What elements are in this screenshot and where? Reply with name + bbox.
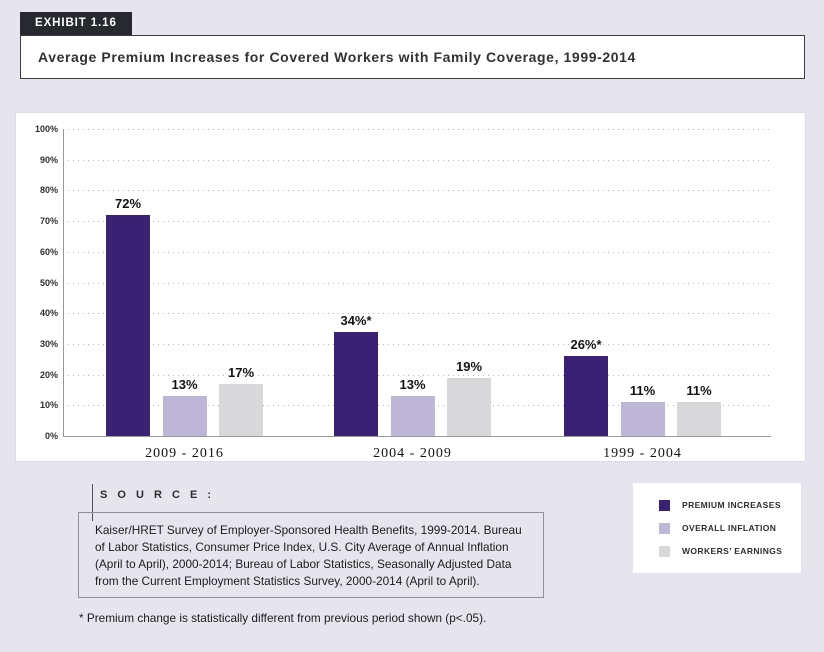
gridline	[63, 313, 771, 315]
x-axis-label: 1999 - 2004	[603, 446, 682, 461]
bar-group: 72% 13% 17%	[106, 196, 263, 436]
gridline	[63, 343, 771, 345]
bar: 19%	[447, 359, 491, 436]
y-tick-label: 60%	[39, 246, 58, 257]
bar-value-label: 13%	[171, 377, 198, 392]
source-label: S O U R C E :	[100, 489, 215, 501]
y-tick-label: 30%	[39, 338, 58, 349]
gridline	[63, 190, 771, 192]
bar: 34%*	[334, 313, 378, 436]
legend-item: PREMIUM INCREASES	[659, 499, 801, 511]
exhibit-tag-label: EXHIBIT 1.16	[35, 17, 117, 29]
bar-group: 26%* 11% 11%	[564, 337, 721, 436]
y-tick-label: 20%	[39, 369, 58, 380]
bar: 26%*	[564, 337, 608, 436]
y-axis-line	[63, 129, 64, 436]
x-axis-label: 2004 - 2009	[373, 446, 452, 461]
bar-value-label: 13%	[399, 377, 426, 392]
bar: 72%	[106, 196, 150, 436]
legend-swatch	[659, 499, 670, 511]
chart-panel: 100% 90% 80% 70% 60% 50% 40% 30% 20% 10% 0% 72% 13%…	[15, 112, 806, 462]
bar-value-label: 72%	[114, 196, 142, 211]
gridline	[63, 374, 771, 376]
y-tick-label: 70%	[39, 216, 58, 227]
legend-item: OVERALL INFLATION	[659, 522, 801, 534]
legend-label: OVERALL INFLATION	[682, 523, 777, 533]
gridline	[63, 159, 771, 161]
bar: 11%	[620, 383, 665, 436]
legend-swatch	[659, 522, 670, 534]
source-rule	[92, 484, 93, 521]
bar-value-label: 11%	[629, 383, 656, 398]
legend-label: PREMIUM INCREASES	[682, 500, 781, 510]
y-tick-label: 0%	[44, 431, 58, 441]
y-tick-label: 10%	[39, 400, 58, 411]
bar-group: 34%* 13% 19%	[334, 313, 491, 436]
bar: 13%	[162, 377, 207, 436]
bar-value-label: 34%*	[340, 313, 372, 328]
y-tick-label: 100%	[34, 124, 58, 134]
bar: 11%	[677, 383, 721, 436]
bar: 13%	[390, 377, 435, 436]
legend: PREMIUM INCREASES OVERALL INFLATION WORKER…	[633, 483, 801, 573]
bar-value-label: 17%	[227, 365, 255, 380]
plot-area: 72% 13% 17% 34%* 13% 19% 26%* 11% 11%	[63, 129, 771, 436]
x-axis-label: 2009 - 2016	[145, 446, 224, 461]
y-tick-label: 50%	[39, 277, 58, 288]
x-axis-line	[63, 436, 771, 437]
gridline	[63, 129, 771, 130]
bar: 17%	[219, 365, 263, 436]
bar-value-label: 19%	[455, 359, 483, 374]
legend-label: WORKERS’ EARNINGS	[682, 546, 783, 556]
gridline	[63, 282, 771, 284]
chart-title: Average Premium Increases for Covered Wo…	[38, 49, 636, 65]
title-box: Average Premium Increases for Covered Wo…	[20, 35, 805, 79]
legend-item: WORKERS’ EARNINGS	[659, 545, 801, 557]
legend-swatch	[659, 545, 670, 557]
exhibit-tag: EXHIBIT 1.16	[20, 12, 132, 35]
y-tick-label: 40%	[39, 308, 58, 319]
gridline	[63, 251, 771, 253]
source-box: Kaiser/HRET Survey of Employer-Sponsored…	[78, 512, 544, 598]
gridline	[63, 221, 771, 223]
source-text: Kaiser/HRET Survey of Employer-Sponsored…	[95, 523, 522, 589]
y-tick-label: 80%	[39, 185, 58, 196]
bar-value-label: 11%	[686, 383, 712, 398]
y-tick-label: 90%	[39, 154, 58, 165]
bar-value-label: 26%*	[570, 337, 602, 352]
footnote: * Premium change is statistically differ…	[79, 611, 487, 625]
